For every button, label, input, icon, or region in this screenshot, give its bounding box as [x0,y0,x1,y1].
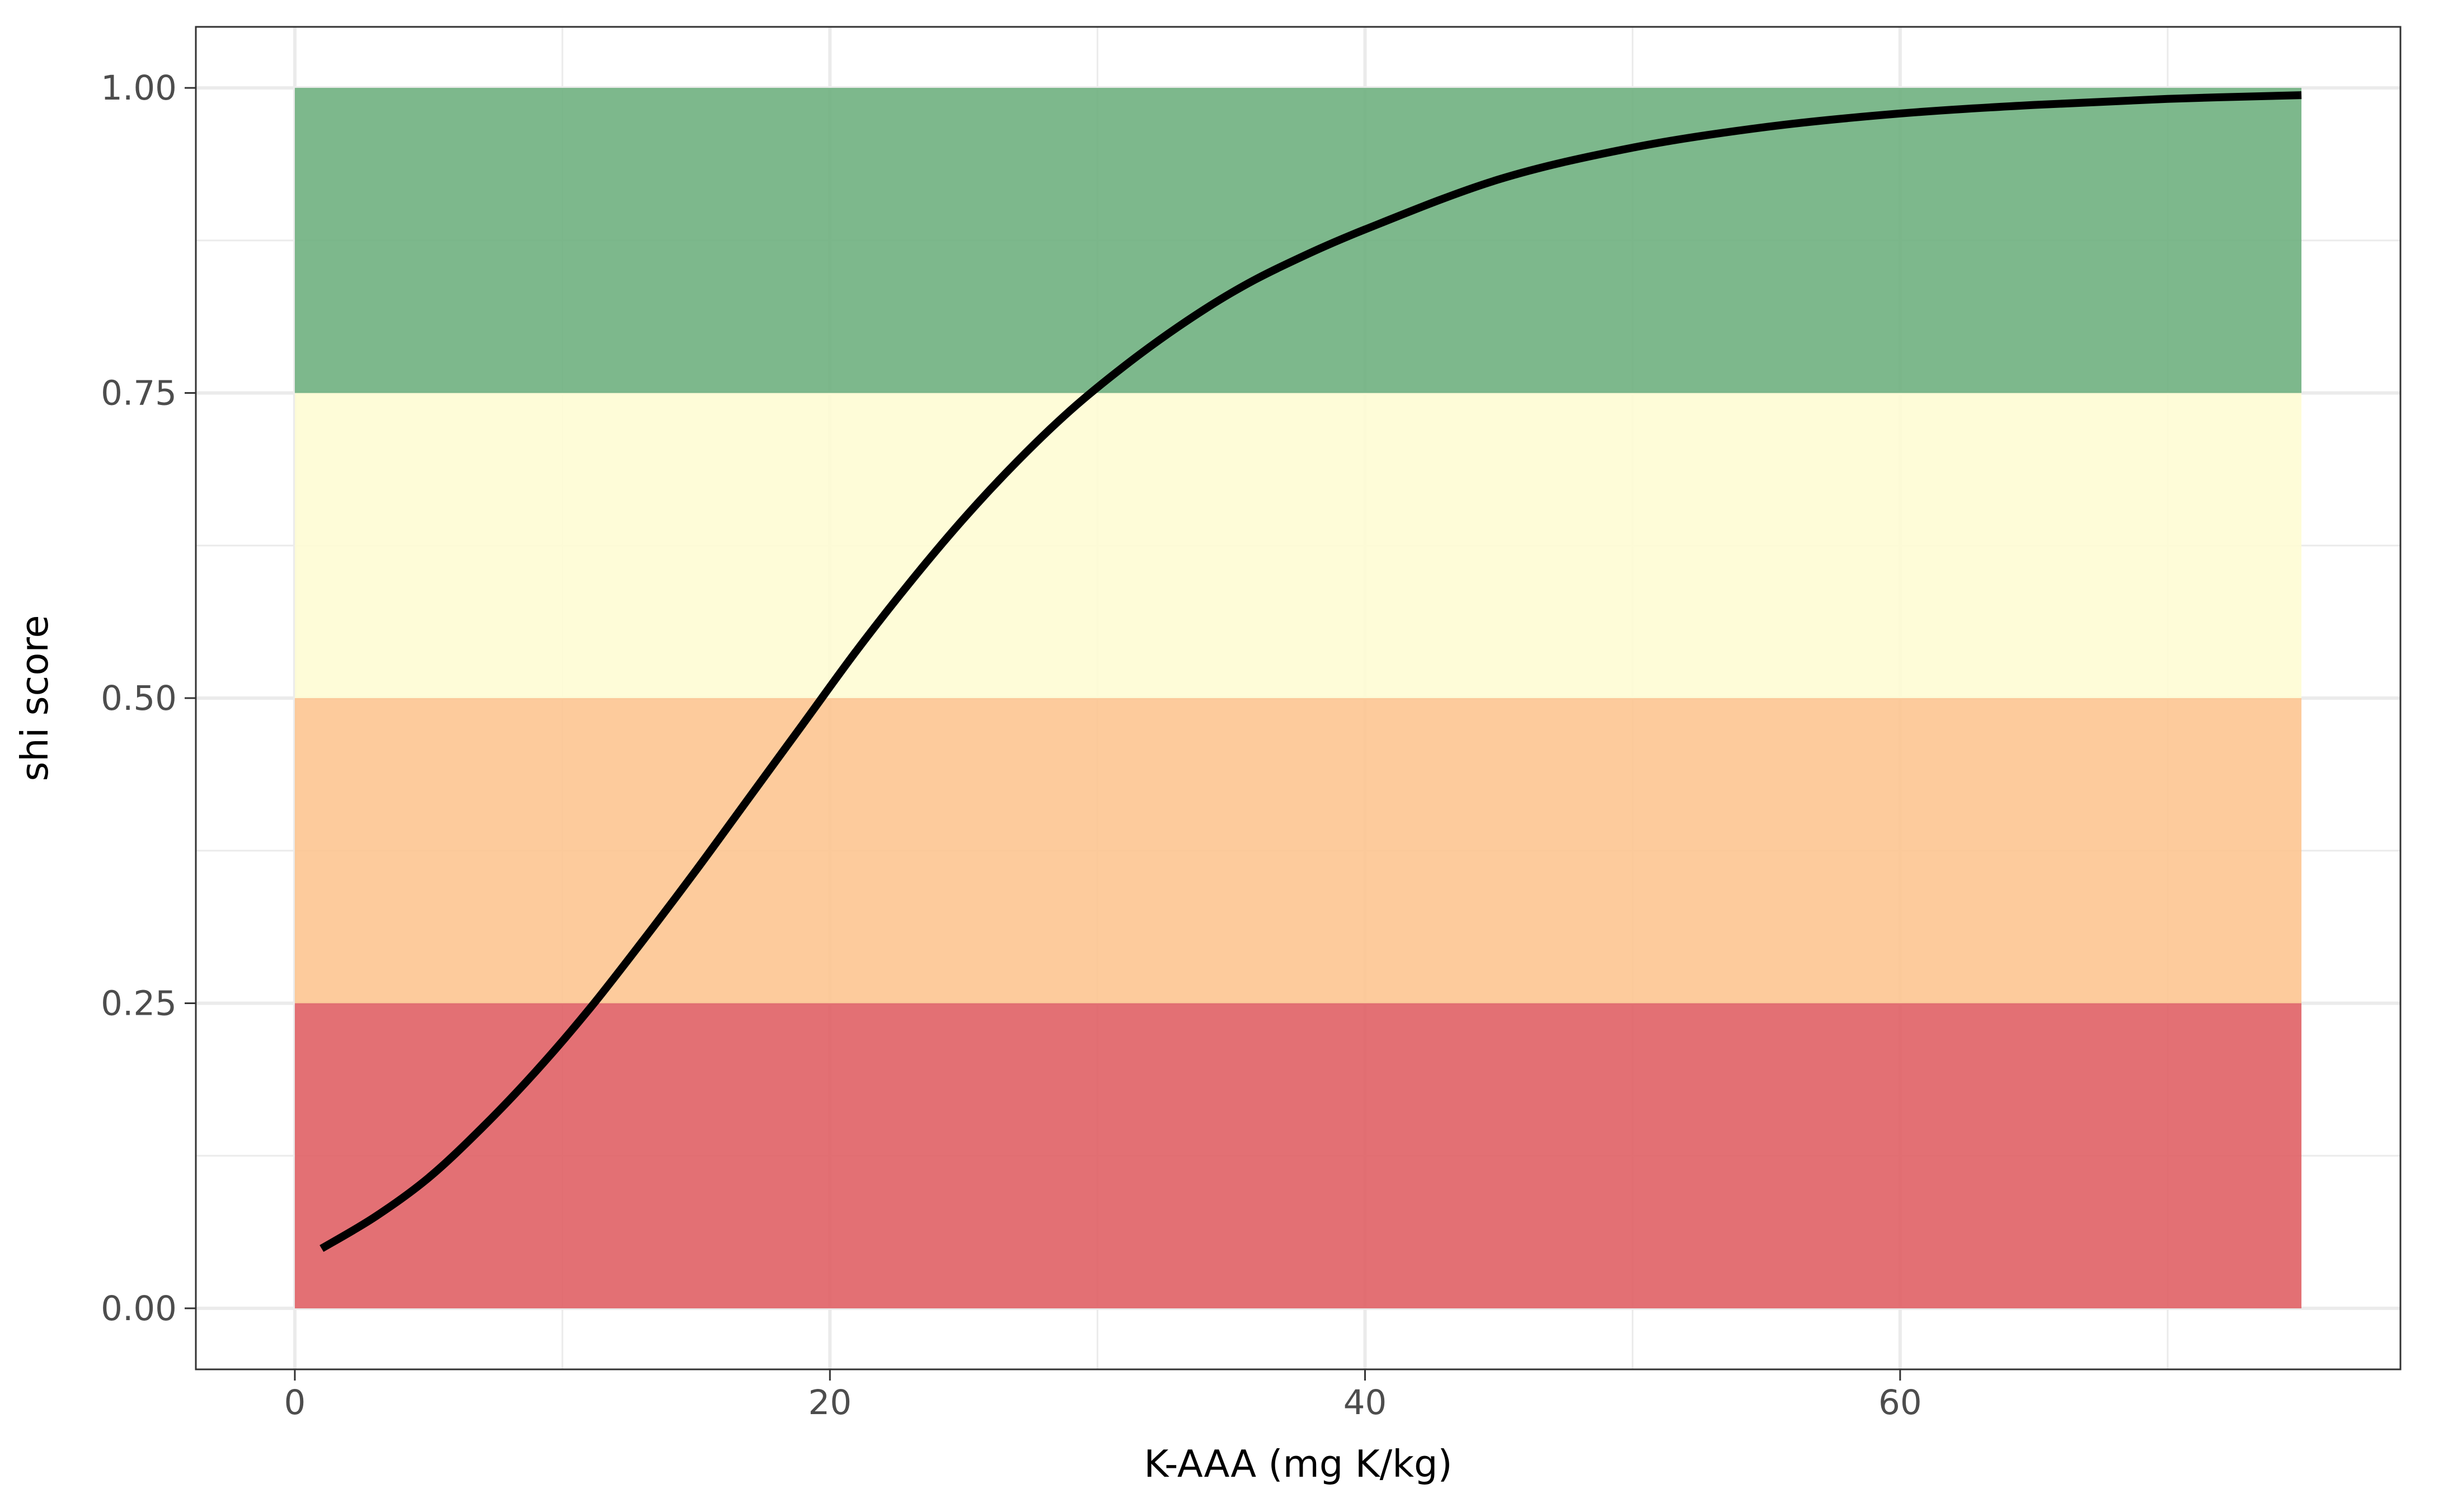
score-band-1 [294,698,2302,1004]
y-tick-label: 1.00 [101,68,177,108]
score-bands [294,88,2302,1308]
score-band-3 [294,88,2302,393]
x-tick-label: 20 [808,1383,852,1422]
y-tick-label: 0.75 [101,374,177,413]
y-axis-title: shi score [13,615,57,781]
x-tick-label: 0 [284,1383,306,1422]
x-axis-ticks: 0 20 40 60 [284,1369,1922,1422]
x-axis-title: K-AAA (mg K/kg) [1144,1442,1452,1486]
series-line-0 [319,91,2302,1252]
y-axis-ticks: 0.00 0.25 0.50 0.75 1.00 [101,68,196,1329]
y-tick-label: 0.25 [101,983,177,1023]
x-tick-label: 40 [1343,1383,1387,1422]
score-band-2 [294,393,2302,698]
y-tick-label: 0.50 [101,679,177,718]
series-lines [319,91,2302,1252]
score-band-0 [294,1003,2302,1308]
y-tick-label: 0.00 [101,1289,177,1329]
x-tick-label: 60 [1878,1383,1922,1422]
